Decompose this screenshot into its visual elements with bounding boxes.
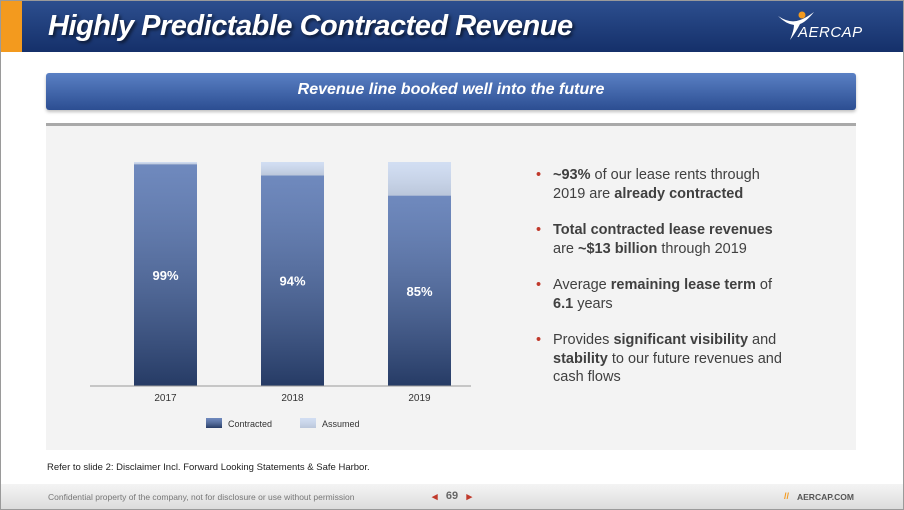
bar-shade (388, 162, 451, 196)
bullet-text: years (573, 295, 613, 312)
site-url: AERCAP.COM (797, 492, 854, 502)
value-label: 94% (279, 274, 305, 289)
x-tick-label: 2019 (408, 393, 431, 404)
x-tick-label: 2018 (281, 393, 304, 404)
bar-shade (261, 162, 324, 176)
bullet-text: stability (553, 350, 608, 367)
slide-title: Highly Predictable Contracted Revenue (48, 10, 573, 42)
legend-shade (206, 418, 222, 428)
legend-label: Assumed (322, 419, 360, 429)
bullet: Average remaining lease term of 6.1 year… (536, 276, 786, 313)
bullet-text: remaining lease term (610, 277, 756, 293)
site-mark: // (784, 491, 790, 501)
bullet-text: to our future revenues and cash flows (553, 350, 786, 386)
bullet-text: already contracted (614, 185, 744, 202)
bullet-text: ~$13 billion (578, 240, 658, 257)
bullet-text: ~93% (553, 167, 591, 183)
bullet-text: Total contracted lease revenues (553, 222, 773, 238)
logo-text: AERCAP (798, 24, 863, 41)
chart: 99% 2017 94% 2018 85% 2019 Contracted Assumed (90, 162, 471, 429)
subtitle: Revenue line booked well into the future (297, 81, 605, 98)
subtitle-bar (46, 73, 856, 110)
logo: AERCAP (776, 10, 876, 46)
bullet: ~93% of our lease rents through 2019 are… (536, 166, 786, 203)
divider (46, 123, 856, 126)
bullet-text: of our lease rents through 2019 are (553, 167, 764, 202)
bullet-list: ~93% of our lease rents through 2019 are… (536, 166, 786, 405)
bullet-text: and (748, 332, 781, 348)
legend-label: Contracted (228, 419, 272, 429)
value-label: 85% (406, 284, 432, 299)
bullet-text: 6.1 (553, 295, 574, 312)
bullet-text: are (553, 222, 777, 257)
accent-block (0, 0, 22, 52)
x-tick-label: 2017 (154, 393, 177, 404)
legend-shade (300, 418, 316, 428)
bar-shade (261, 175, 324, 386)
bullet-text: through 2019 (657, 240, 747, 257)
header-bar (22, 0, 904, 52)
bullet: Total contracted lease revenues are ~$13… (536, 221, 786, 258)
bar-shade (134, 164, 197, 386)
bullet-text: of (755, 277, 777, 293)
footnote: Refer to slide 2: Disclaimer Incl. Forwa… (47, 462, 370, 473)
page-number: 69 (430, 490, 474, 503)
bullet-text: significant visibility (613, 332, 749, 348)
bullet-text: Average (553, 277, 611, 293)
bullet-text: Provides (553, 332, 614, 348)
bullet: Provides significant visibility and stab… (536, 331, 786, 387)
confidential-note: Confidential property of the company, no… (48, 492, 355, 502)
value-label: 99% (152, 268, 178, 283)
bar-shade (388, 195, 451, 386)
logo-figure (778, 11, 814, 40)
bar-shade (134, 162, 197, 165)
